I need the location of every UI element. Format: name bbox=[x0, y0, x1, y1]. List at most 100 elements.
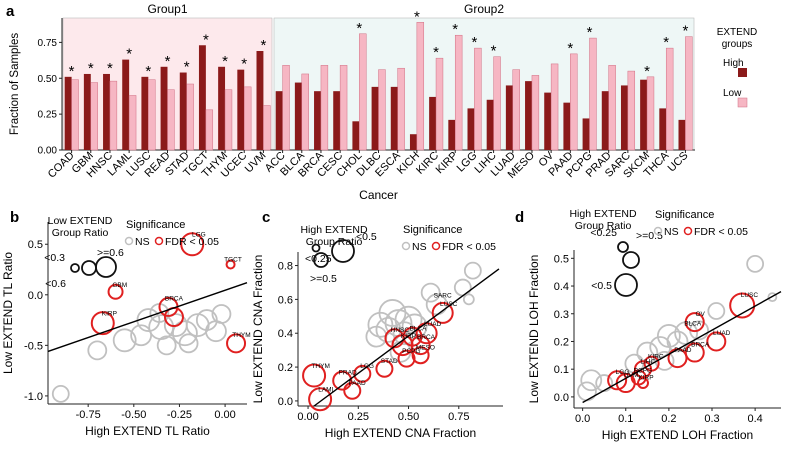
significance-star: * bbox=[69, 63, 75, 80]
bar-low bbox=[454, 34, 463, 151]
point-significant bbox=[90, 311, 115, 336]
bar-high bbox=[544, 92, 552, 150]
significance-star: * bbox=[471, 34, 477, 51]
bar-high bbox=[505, 85, 513, 150]
bar-high bbox=[237, 69, 245, 150]
significance-star: * bbox=[644, 63, 650, 80]
significance-star: * bbox=[414, 8, 420, 25]
point-ns bbox=[462, 293, 475, 306]
point-label: THYM bbox=[232, 332, 250, 339]
group-2-label: Group2 bbox=[464, 2, 504, 16]
point-ns bbox=[392, 321, 417, 346]
sig-legend-ns-label: NS bbox=[135, 236, 150, 248]
bar-high bbox=[659, 108, 667, 150]
sig-legend-sig-label: FDR < 0.05 bbox=[442, 241, 496, 253]
point-ns bbox=[767, 292, 778, 303]
bar-low bbox=[320, 65, 329, 151]
bar-low bbox=[474, 47, 482, 151]
point-label: BLCA bbox=[684, 320, 702, 327]
point-label: PCPG bbox=[402, 348, 420, 355]
significance-star: * bbox=[433, 44, 439, 61]
point-significant bbox=[684, 312, 705, 333]
point-ns bbox=[595, 374, 614, 392]
panel-d-scatter: 0.0 0.1 0.2 0.3 0.4 0.0 0.1 0.2 0.3 0.4 0.5 High EX… bbox=[527, 208, 782, 442]
size-legend-label: <0.6 bbox=[45, 278, 66, 290]
bar-high bbox=[620, 85, 628, 150]
bar-high bbox=[448, 119, 456, 150]
point-label: STAD bbox=[381, 358, 398, 365]
sig-legend-ns-label: NS bbox=[664, 226, 679, 238]
significance-star: * bbox=[587, 24, 593, 41]
size-legend-label: >=0.5 bbox=[310, 273, 337, 285]
point-significant bbox=[411, 346, 430, 365]
point-label: OV bbox=[695, 311, 705, 318]
bar-low bbox=[570, 53, 578, 151]
point-ns bbox=[666, 330, 689, 353]
point-significant bbox=[353, 364, 372, 383]
size-legend-label: <0.5 bbox=[356, 231, 377, 243]
bar-low bbox=[167, 89, 175, 151]
point-label: PRAD bbox=[339, 369, 357, 376]
bar-low bbox=[359, 33, 367, 151]
y-tick-label: 0.0 bbox=[554, 392, 569, 404]
point-ns bbox=[463, 261, 482, 280]
point-ns bbox=[453, 278, 472, 297]
bar-low bbox=[589, 37, 597, 151]
panel-label-d: d bbox=[515, 209, 524, 226]
bar-low bbox=[109, 80, 118, 151]
point-ns bbox=[420, 282, 441, 303]
significance-star: * bbox=[203, 31, 209, 48]
y-tick-label: -0.5 bbox=[24, 340, 43, 352]
x-tick-label: UVM bbox=[243, 150, 269, 176]
bar-high bbox=[371, 86, 379, 150]
panel-label-c: c bbox=[262, 209, 270, 226]
point-label: LUSC bbox=[440, 301, 458, 308]
point-label: LUAD bbox=[424, 321, 442, 328]
bar-high bbox=[563, 102, 571, 150]
significance-star: * bbox=[567, 40, 573, 57]
size-legend-circle bbox=[331, 239, 355, 263]
point-significant bbox=[332, 370, 353, 391]
significance-star: * bbox=[107, 60, 113, 77]
point-label: LAML bbox=[318, 387, 335, 394]
bar-low bbox=[263, 105, 271, 151]
size-legend-circle bbox=[313, 252, 329, 268]
sig-legend-sig-swatch bbox=[431, 241, 441, 251]
x-axis-title: High EXTEND CNA Fraction bbox=[325, 426, 476, 440]
significance-star: * bbox=[663, 34, 669, 51]
significance-star: * bbox=[241, 56, 247, 73]
y-tick-label: 0.0 bbox=[278, 396, 293, 408]
bar-low bbox=[128, 95, 137, 151]
bar-high bbox=[429, 96, 437, 150]
point-significant bbox=[375, 359, 394, 378]
bar-high bbox=[122, 59, 130, 150]
point-label: PAAD bbox=[348, 380, 366, 387]
significance-star: * bbox=[260, 37, 266, 54]
sig-legend-ns-swatch bbox=[653, 226, 663, 236]
size-legend-circle bbox=[622, 251, 640, 269]
size-legend-circle bbox=[614, 273, 638, 297]
x-tick-label: 0.00 bbox=[214, 409, 235, 421]
point-significant bbox=[180, 232, 205, 257]
size-legend-circle bbox=[70, 263, 80, 273]
x-tick-label: UCS bbox=[666, 150, 691, 175]
point-significant bbox=[107, 283, 124, 300]
legend-title: groups bbox=[722, 39, 753, 50]
sig-legend-ns-swatch bbox=[124, 236, 134, 246]
y-tick-label: 0.75 bbox=[38, 38, 58, 49]
point-ns bbox=[130, 324, 153, 347]
significance-star: * bbox=[184, 59, 190, 76]
bar-high bbox=[601, 91, 609, 150]
bar-low bbox=[435, 57, 444, 151]
significance-star: * bbox=[165, 53, 171, 70]
point-label: SARC bbox=[434, 292, 452, 299]
bar-high bbox=[582, 118, 590, 150]
bar-low bbox=[493, 56, 501, 151]
size-legend-label: <0.3 bbox=[44, 252, 65, 264]
point-label: KIRP bbox=[401, 333, 416, 340]
bar-high bbox=[160, 66, 168, 150]
significance-star: * bbox=[682, 23, 688, 40]
bar-high bbox=[333, 91, 341, 150]
bar-high bbox=[525, 81, 532, 150]
